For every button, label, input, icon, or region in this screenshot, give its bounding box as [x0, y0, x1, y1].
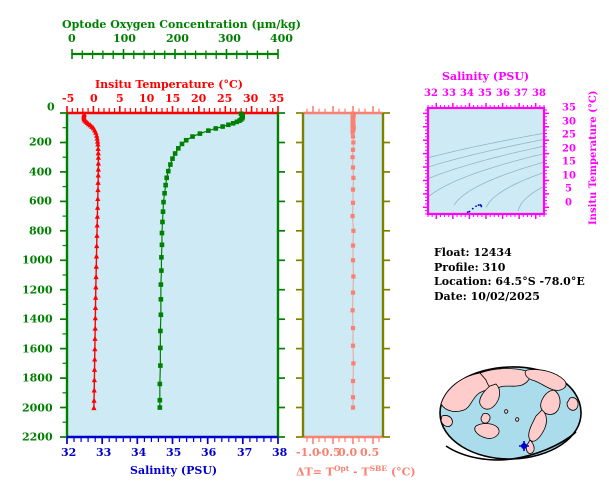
- ts-temperature-tick-labels: 35 30 25 20 15 10 5 0: [560, 100, 590, 230]
- ts-temp-tick-20: 20: [562, 143, 576, 155]
- pressure-tick-800: 800: [29, 224, 52, 238]
- ts-temp-tick-5: 5: [565, 183, 572, 195]
- ts-scatter-series: [466, 203, 483, 214]
- ts-sal-tick-32: 32: [424, 88, 438, 99]
- ts-sal-tick-35: 35: [478, 88, 492, 99]
- salinity-tick-38: 38: [272, 446, 288, 459]
- delta-t-title-units: (°C): [387, 465, 416, 479]
- isopycnal-curves: [428, 132, 544, 212]
- metadata-float-row: Float: 12434: [434, 246, 604, 261]
- oxygen-tick-100: 100: [113, 32, 136, 45]
- dt-tick--1.0: -1.0: [296, 446, 320, 459]
- ts-sal-tick-33: 33: [442, 88, 456, 99]
- date-value: 10/02/2025: [470, 289, 540, 303]
- delta-t-series: [350, 111, 356, 410]
- pressure-tick-0: 0: [47, 100, 55, 114]
- ts-temp-tick-10: 10: [562, 170, 576, 182]
- ts-salinity-tick-labels: 32 33 34 35 36 37 38: [420, 88, 560, 102]
- temperature-axis-title: Insitu Temperature (°C): [95, 78, 243, 91]
- delta-t-sup-opt: Opt: [333, 464, 350, 473]
- metadata-location-row: Location: 64.5°S -78.0°E: [434, 275, 604, 290]
- salinity-axis-title: Salinity (PSU): [130, 464, 218, 477]
- float-label: Float:: [434, 246, 470, 259]
- temperature-profile-series: [81, 111, 101, 411]
- profile-label: Profile:: [434, 260, 479, 274]
- oxygen-axis-line: [71, 49, 279, 59]
- pressure-tick-1200: 1200: [22, 283, 53, 297]
- temp-tick-15: 15: [165, 92, 181, 105]
- ts-salinity-title: Salinity (PSU): [442, 70, 530, 83]
- temp-tick-5: 5: [116, 92, 124, 105]
- ts-temp-tick-30: 30: [562, 116, 576, 128]
- delta-t-title-mid: - T: [349, 465, 370, 479]
- temp-tick-35: 35: [269, 92, 285, 105]
- ts-temp-tick-35: 35: [562, 102, 576, 114]
- delta-t-axis-title: ΔT= TOpt - TSBE (°C): [296, 464, 416, 479]
- ts-axis-ticks: [423, 103, 549, 219]
- metadata-block: Float: 12434 Profile: 310 Location: 64.5…: [434, 246, 604, 304]
- ts-sal-tick-36: 36: [496, 88, 510, 99]
- profile-value: 310: [482, 260, 506, 274]
- salinity-tick-37: 37: [237, 446, 253, 459]
- oxygen-tick-0: 0: [68, 32, 76, 45]
- metadata-date-row: Date: 10/02/2025: [434, 290, 604, 305]
- oxygen-tick-200: 200: [166, 32, 189, 45]
- temp-tick-20: 20: [191, 92, 207, 105]
- world-map: [439, 366, 582, 461]
- location-label: Location:: [434, 275, 492, 288]
- temp-tick-30: 30: [243, 92, 259, 105]
- oxygen-axis-title: Optode Oxygen Concentration (μm/kg): [62, 18, 301, 31]
- salinity-tick-36: 36: [201, 446, 217, 459]
- delta-t-tick-labels: -1.0 -0.5 0.0 0.5: [290, 446, 420, 462]
- dt-tick-0.5: 0.5: [360, 446, 380, 459]
- oxygen-tick-300: 300: [218, 32, 241, 45]
- dt-tick-0.0: 0.0: [338, 446, 358, 459]
- temp-tick-25: 25: [217, 92, 233, 105]
- oxygen-tick-labels: 0 100 200 300 400: [0, 32, 609, 48]
- map-landmasses: [440, 368, 579, 454]
- pressure-tick-200: 200: [29, 135, 52, 149]
- ts-diagram-plot: [423, 103, 549, 219]
- pressure-tick-2000: 2000: [22, 401, 53, 415]
- temp-tick-0: 0: [90, 92, 98, 105]
- ts-sal-tick-38: 38: [532, 88, 546, 99]
- dt-tick--0.5: -0.5: [317, 446, 341, 459]
- pressure-tick-1400: 1400: [22, 312, 53, 326]
- pressure-tick-labels: 0 200 400 600 800 1000 1200 1400 1600 18…: [0, 0, 60, 460]
- pressure-tick-600: 600: [29, 194, 52, 208]
- map-float-marker: [519, 441, 529, 451]
- pressure-tick-400: 400: [29, 165, 52, 179]
- oxygen-tick-400: 400: [270, 32, 293, 45]
- delta-t-plot: [296, 106, 390, 444]
- oxygen-profile-series: [157, 111, 245, 410]
- delta-t-sup-sbe: SBE: [369, 464, 388, 473]
- ts-temp-tick-25: 25: [562, 129, 576, 141]
- pressure-tick-1600: 1600: [22, 342, 53, 356]
- salinity-tick-labels: 32 33 34 35 36 37 38: [0, 446, 320, 462]
- ts-temp-tick-15: 15: [562, 156, 576, 168]
- ts-sal-tick-34: 34: [460, 88, 474, 99]
- salinity-tick-35: 35: [166, 446, 182, 459]
- temp-tick-10: 10: [139, 92, 155, 105]
- location-value: 64.5°S -78.0°E: [495, 275, 585, 288]
- pressure-tick-1000: 1000: [22, 253, 53, 267]
- pressure-tick-2200: 2200: [22, 430, 53, 444]
- ts-sal-tick-37: 37: [514, 88, 528, 99]
- map-antarctic-edge: [445, 431, 577, 461]
- delta-t-title-part1: ΔT= T: [296, 465, 334, 479]
- metadata-profile-row: Profile: 310: [434, 261, 604, 276]
- pressure-tick-1800: 1800: [22, 371, 53, 385]
- date-label: Date:: [434, 289, 467, 303]
- salinity-tick-34: 34: [131, 446, 147, 459]
- ts-temp-tick-0: 0: [565, 197, 572, 209]
- float-value: 12434: [473, 246, 512, 259]
- salinity-tick-32: 32: [61, 446, 77, 459]
- main-profile-plot: [60, 106, 285, 444]
- temperature-tick-labels: -5 0 5 10 15 20 25 30 35: [0, 92, 609, 108]
- temp-tick--5: -5: [62, 92, 75, 105]
- salinity-tick-33: 33: [96, 446, 112, 459]
